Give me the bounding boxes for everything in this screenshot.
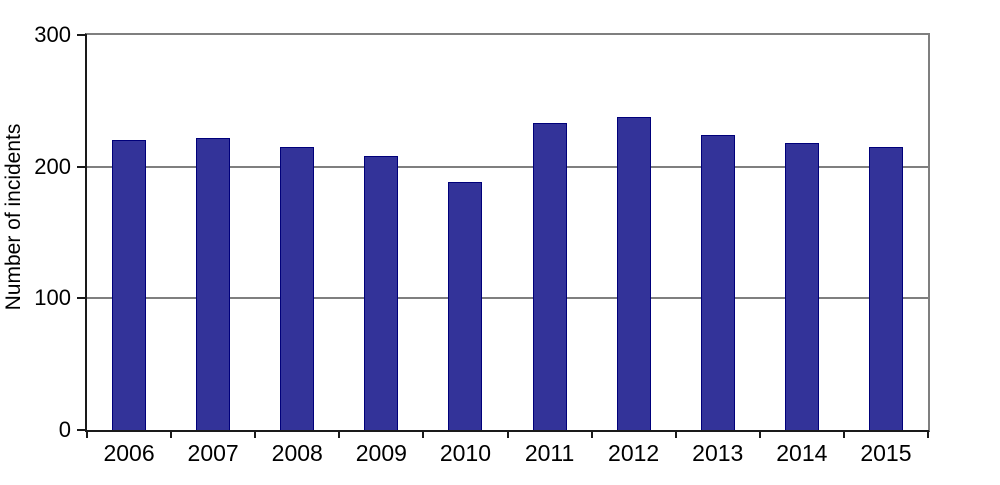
x-tick-label-2008: 2008 [271,440,323,466]
y-tick-label: 200 [34,153,71,179]
x-axis-tick [758,430,761,438]
y-axis-tick [77,429,87,431]
x-axis-tick [254,430,257,438]
x-axis-tick [674,430,677,438]
x-axis-tick [590,430,593,438]
bar-2007 [196,137,231,430]
bar-2010 [448,182,483,430]
x-tick-label-2014: 2014 [776,440,828,466]
x-axis-tick [338,430,341,438]
bar-2008 [280,146,315,430]
x-axis-tick [86,430,88,438]
y-axis-tick [77,165,87,168]
plot-area: 0 100 200 300 2006 2007 2008 2009 2010 2011 2012 20… [34,24,930,465]
bar-2006 [112,140,147,430]
gridline-200 [87,165,928,168]
x-tick-label-2013: 2013 [692,440,744,466]
x-tick-label-2012: 2012 [608,440,660,466]
bar-2015 [868,146,903,430]
bar-2011 [532,123,567,430]
x-axis-tick [170,430,173,438]
x-axis-tick [422,430,425,438]
y-axis-title: Number of incidents [2,123,25,311]
gridline-100 [87,297,928,300]
y-axis-tick [77,34,87,36]
x-axis-tick [506,430,509,438]
x-tick-label-2009: 2009 [355,440,407,466]
x-tick-label-2015: 2015 [860,440,912,466]
y-tick-label: 300 [34,22,71,47]
x-tick-label-2010: 2010 [439,440,492,466]
y-tick-label: 100 [34,285,71,311]
y-axis-tick [77,297,87,300]
bar-2013 [700,135,735,430]
x-axis-tick [842,430,845,438]
x-tick-label-2007: 2007 [187,440,239,466]
bar-2014 [784,142,819,430]
y-tick-label: 0 [58,417,71,442]
x-tick-label-2011: 2011 [524,440,575,466]
x-axis-tick [927,430,929,438]
bar-2012 [616,116,651,430]
x-tick-label-2006: 2006 [103,440,155,466]
bar-2009 [364,156,399,430]
